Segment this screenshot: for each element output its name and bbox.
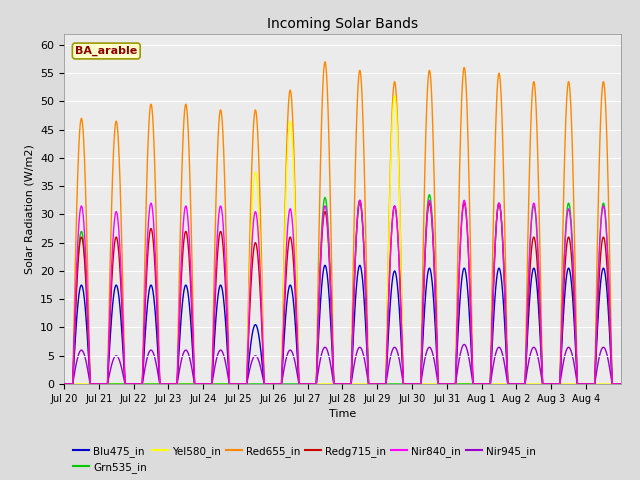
- Nir840_in: [495, 200, 503, 206]
- Red655_in: [393, 104, 401, 110]
- Nir945_in: [617, 381, 625, 387]
- Red655_in: [537, 290, 545, 296]
- Red655_in: [60, 381, 68, 387]
- Nir945_in: [460, 342, 468, 348]
- Redg715_in: [175, 320, 183, 325]
- X-axis label: Time: Time: [329, 409, 356, 419]
- Nir945_in: [495, 344, 503, 350]
- Grn535_in: [363, 331, 371, 336]
- Redg715_in: [495, 200, 503, 206]
- Blu475_in: [364, 350, 371, 356]
- Red655_in: [364, 300, 371, 306]
- Line: Yel580_in: Yel580_in: [64, 96, 621, 384]
- Nir945_in: [60, 381, 68, 387]
- Redg715_in: [393, 218, 401, 224]
- Redg715_in: [60, 381, 68, 387]
- Grn535_in: [495, 200, 503, 206]
- Nir840_in: [393, 218, 401, 224]
- Blu475_in: [617, 381, 625, 387]
- Grn535_in: [175, 381, 183, 387]
- Red655_in: [617, 381, 625, 387]
- Red655_in: [321, 59, 329, 65]
- Nir840_in: [356, 197, 364, 203]
- Nir945_in: [175, 368, 183, 373]
- Blu475_in: [321, 263, 329, 268]
- Nir840_in: [175, 310, 183, 315]
- Nir945_in: [393, 347, 401, 353]
- Redg715_in: [523, 346, 531, 352]
- Grn535_in: [426, 192, 433, 198]
- Blu475_in: [495, 265, 503, 271]
- Redg715_in: [617, 381, 625, 387]
- Yel580_in: [363, 381, 371, 387]
- Text: BA_arable: BA_arable: [75, 46, 138, 56]
- Legend: Blu475_in, Grn535_in, Yel580_in, Red655_in, Redg715_in, Nir840_in, Nir945_in: Blu475_in, Grn535_in, Yel580_in, Red655_…: [69, 442, 540, 477]
- Yel580_in: [393, 117, 401, 123]
- Red655_in: [495, 71, 503, 76]
- Grn535_in: [617, 381, 625, 387]
- Nir945_in: [363, 371, 371, 377]
- Yel580_in: [495, 381, 503, 387]
- Line: Blu475_in: Blu475_in: [64, 265, 621, 384]
- Nir840_in: [537, 327, 545, 333]
- Y-axis label: Solar Radiation (W/m2): Solar Radiation (W/m2): [24, 144, 35, 274]
- Nir840_in: [523, 338, 531, 344]
- Red655_in: [175, 268, 183, 274]
- Blu475_in: [175, 341, 183, 347]
- Yel580_in: [617, 381, 625, 387]
- Grn535_in: [523, 339, 531, 345]
- Nir840_in: [60, 381, 68, 387]
- Line: Grn535_in: Grn535_in: [64, 195, 621, 384]
- Line: Nir945_in: Nir945_in: [64, 345, 621, 384]
- Red655_in: [523, 309, 531, 315]
- Nir945_in: [523, 372, 531, 378]
- Blu475_in: [537, 346, 545, 352]
- Yel580_in: [391, 93, 399, 99]
- Grn535_in: [537, 327, 545, 333]
- Blu475_in: [393, 277, 401, 283]
- Nir945_in: [537, 370, 545, 376]
- Grn535_in: [393, 381, 401, 387]
- Grn535_in: [60, 381, 68, 387]
- Blu475_in: [523, 354, 531, 360]
- Nir840_in: [617, 381, 625, 387]
- Redg715_in: [537, 337, 545, 343]
- Redg715_in: [364, 334, 371, 339]
- Yel580_in: [175, 381, 183, 387]
- Yel580_in: [523, 381, 531, 387]
- Redg715_in: [356, 197, 364, 203]
- Blu475_in: [60, 381, 68, 387]
- Title: Incoming Solar Bands: Incoming Solar Bands: [267, 17, 418, 31]
- Yel580_in: [60, 381, 68, 387]
- Nir840_in: [364, 334, 371, 339]
- Line: Red655_in: Red655_in: [64, 62, 621, 384]
- Line: Redg715_in: Redg715_in: [64, 200, 621, 384]
- Yel580_in: [537, 381, 545, 387]
- Line: Nir840_in: Nir840_in: [64, 200, 621, 384]
